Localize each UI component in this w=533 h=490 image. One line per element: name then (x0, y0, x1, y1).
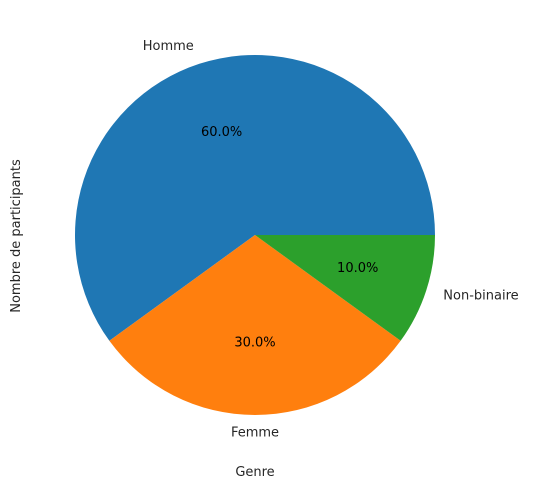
y-axis-label: Nombre de participants (9, 159, 24, 313)
slice-percent-2: 10.0% (337, 261, 378, 276)
x-axis-label: Genre (235, 465, 274, 480)
slice-label-1: Femme (231, 426, 279, 441)
slice-label-0: Homme (143, 39, 194, 54)
pie-labels: Homme 60.0% Femme 30.0% Non-binaire 10.0% (143, 39, 519, 440)
slice-percent-1: 30.0% (234, 336, 275, 351)
pie-slices (74, 54, 435, 416)
pie-slice-0 (74, 54, 435, 341)
pie-slice-2 (255, 235, 435, 341)
slice-label-2: Non-binaire (443, 289, 518, 304)
slice-percent-0: 60.0% (201, 125, 242, 140)
pie-slice-1 (109, 235, 401, 416)
